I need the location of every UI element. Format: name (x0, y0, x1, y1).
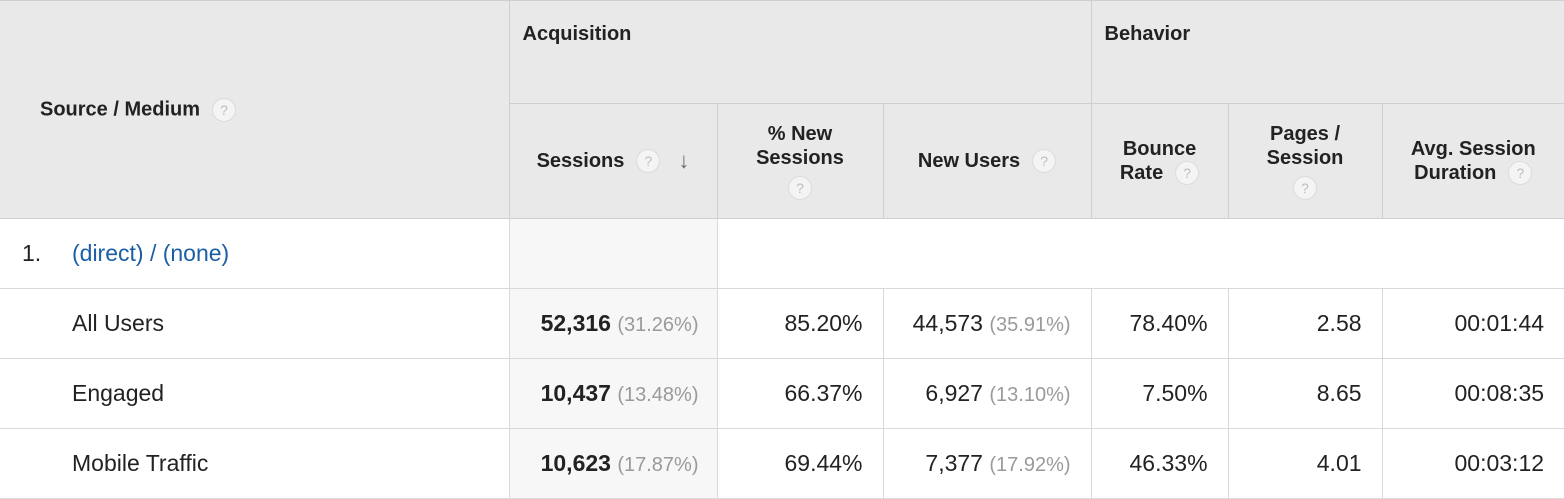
avg-session-duration-cell: 00:08:35 (1381, 358, 1564, 429)
sessions-value: 10,623 (540, 450, 611, 476)
pages-session-cell: 2.58 (1227, 288, 1383, 359)
new-users-value: 7,377 (925, 450, 983, 476)
avg-session-label-1: Avg. Session (1410, 137, 1536, 160)
bounce-rate-label-2: Rate (1119, 161, 1164, 184)
help-icon[interactable]: ? (636, 149, 661, 174)
new-users-percent: (13.10%) (989, 384, 1071, 406)
sessions-percent: (31.26%) (617, 314, 699, 336)
sessions-cell: 52,316 (31.26%) (508, 288, 718, 359)
pages-session-label-1: Pages / (1270, 123, 1341, 145)
row-index: 1. (22, 240, 42, 266)
bounce-rate-cell: 7.50% (1090, 358, 1229, 429)
sessions-value: 10,437 (540, 380, 611, 406)
sessions-cell (508, 218, 718, 289)
pct-new-sessions-label-2: Sessions (756, 147, 844, 169)
new-users-value: 44,573 (912, 310, 983, 336)
header-behavior: Behavior (1090, 0, 1564, 104)
help-icon[interactable]: ? (1032, 149, 1057, 174)
pct-new-sessions-cell: 66.37% (716, 358, 884, 429)
new-users-cell: 6,927 (13.10%) (882, 358, 1092, 429)
new-users-cell: 44,573 (35.91%) (882, 288, 1092, 359)
segment-label: Engaged (0, 358, 510, 429)
source-medium-label: Source / Medium (40, 97, 201, 120)
header-sessions[interactable]: Sessions? ↓ (508, 103, 718, 219)
pct-new-sessions-cell: 85.20% (716, 288, 884, 359)
new-users-value: 6,927 (925, 380, 983, 406)
help-icon[interactable]: ? (1508, 161, 1533, 186)
group-source-cell: 1. (direct) / (none) (0, 218, 510, 289)
group-empty-cell (716, 218, 1564, 289)
header-avg-session-duration[interactable]: Avg. Session Duration? (1381, 103, 1564, 219)
bounce-rate-cell: 78.40% (1090, 288, 1229, 359)
header-bounce-rate[interactable]: Bounce Rate? (1090, 103, 1229, 219)
header-new-users[interactable]: New Users? (882, 103, 1092, 219)
new-users-percent: (17.92%) (989, 454, 1071, 476)
header-source-medium[interactable]: Source / Medium? (0, 0, 510, 219)
header-pct-new-sessions[interactable]: % New Sessions ? (716, 103, 884, 219)
help-icon[interactable]: ? (788, 176, 812, 200)
group-row: 1. (direct) / (none) (0, 218, 1564, 289)
new-users-percent: (35.91%) (989, 314, 1071, 336)
help-icon[interactable]: ? (1293, 176, 1318, 200)
help-icon[interactable]: ? (1175, 161, 1200, 186)
bounce-rate-label-1: Bounce (1122, 137, 1197, 160)
table-row: Engaged 10,437 (13.48%) 66.37% 6,927 (13… (0, 358, 1564, 429)
segment-label: All Users (0, 288, 510, 359)
table-row: All Users 52,316 (31.26%) 85.20% 44,573 … (0, 288, 1564, 359)
sessions-percent: (13.48%) (617, 384, 699, 406)
pages-session-cell: 8.65 (1227, 358, 1383, 429)
sessions-percent: (17.87%) (617, 454, 699, 476)
help-icon[interactable]: ? (212, 97, 237, 122)
header-acquisition: Acquisition (508, 0, 1092, 104)
sessions-value: 52,316 (540, 310, 611, 336)
new-users-label: New Users (917, 149, 1021, 172)
pages-session-label-2: Session (1266, 147, 1344, 169)
avg-session-duration-cell: 00:01:44 (1381, 288, 1564, 359)
sessions-label: Sessions (536, 149, 625, 172)
header-pages-session[interactable]: Pages / Session ? (1227, 103, 1383, 219)
source-medium-link[interactable]: (direct) / (none) (72, 240, 230, 266)
pct-new-sessions-label-1: % New (767, 123, 833, 145)
avg-session-label-2: Duration (1414, 161, 1497, 184)
sort-desc-icon[interactable]: ↓ (678, 148, 690, 174)
sessions-cell: 10,437 (13.48%) (508, 358, 718, 429)
